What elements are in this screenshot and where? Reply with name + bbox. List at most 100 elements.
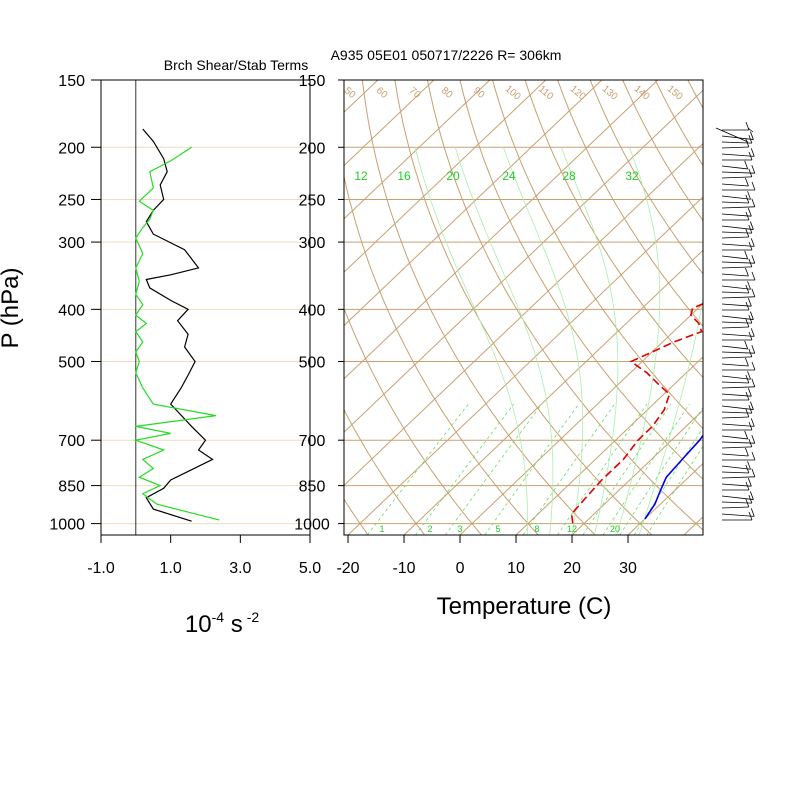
wind-barb (721, 498, 750, 509)
wind-barb (722, 361, 756, 371)
skewt-x-tick-label: 0 (456, 560, 465, 577)
moist-adiabat-label: 12 (354, 169, 368, 183)
isotherm (344, 80, 491, 220)
isotherm (0, 80, 266, 535)
mixing-ratio-line (444, 403, 543, 535)
left-y-tick-label: 850 (58, 479, 85, 496)
left-series-0 (142, 128, 214, 522)
dry-adiabat (344, 174, 539, 535)
wind-barb (721, 314, 753, 324)
wind-barb (721, 348, 753, 359)
x-label-exponent: -4 (212, 609, 225, 625)
dry-adiabat (687, 80, 703, 110)
wind-barb (721, 328, 755, 337)
wind-barb (721, 464, 750, 474)
wind-barb (721, 430, 749, 440)
moist-adiabat (616, 147, 661, 535)
dry-adiabat-label: 90 (471, 85, 487, 101)
wind-barb (722, 211, 750, 221)
dry-adiabat (459, 80, 703, 480)
wind-barb (721, 228, 750, 239)
wind-barb (721, 238, 755, 247)
dry-adiabat (344, 307, 482, 535)
x-label-unit-exponent: -2 (247, 609, 260, 625)
skewt-x-tick-label: 20 (563, 560, 581, 577)
wind-barb (721, 177, 749, 187)
wind-barb (721, 468, 756, 479)
dry-adiabats (197, 80, 800, 535)
skewt-y-ticks: 150 200 250 300 400 500 700 850 1000 (294, 73, 344, 534)
dry-adiabat-label: 140 (632, 84, 652, 103)
dry-adiabat (524, 80, 703, 379)
left-y-tick-label: 250 (58, 192, 85, 209)
dry-adiabat (753, 80, 800, 535)
skewt-frame (343, 79, 704, 536)
wind-barb (721, 491, 754, 500)
moist-adiabat (638, 147, 703, 535)
mixing-ratio-line (367, 403, 469, 535)
isotherm (459, 302, 703, 535)
left-panel-frame (100, 79, 311, 536)
left-y-tick-label: 1000 (49, 517, 85, 534)
dry-adiabat-label: 130 (600, 84, 620, 103)
mixing-ratio-label: 8 (534, 524, 539, 534)
left-panel: 150 200 250 300 400 500 700 850 1000 -1.0 1.0 3.0 5… (0, 57, 321, 638)
left-panel-title: Brch Shear/Stab Terms (164, 57, 308, 73)
mixing-ratio-line (582, 403, 672, 535)
dry-adiabat (344, 408, 426, 535)
dry-adiabat (622, 80, 703, 222)
wind-barb (721, 224, 753, 234)
mixing-ratio-line (602, 403, 690, 535)
wind-barb (721, 438, 753, 449)
dry-adiabat-label: 150 (665, 84, 685, 103)
wind-barb (721, 401, 754, 410)
isotherm (740, 80, 800, 535)
isotherm (627, 462, 703, 535)
mixing-ratio-line (484, 403, 580, 535)
wind-barb (721, 374, 750, 384)
wind-barb (721, 478, 752, 487)
moist-adiabat-label: 16 (397, 169, 411, 183)
wind-barb (721, 281, 751, 290)
left-x-tick-label: 3.0 (229, 560, 251, 577)
dry-adiabat (426, 80, 703, 531)
dry-adiabat-label: 120 (568, 84, 588, 103)
dry-adiabat (197, 80, 311, 535)
mixing-ratio-label: 5 (495, 524, 500, 534)
skewt-y-tick-label: 300 (299, 235, 326, 252)
wind-barb (721, 508, 755, 517)
wind-barb (721, 208, 752, 217)
dry-adiabat-label: 70 (407, 85, 423, 101)
wind-barb (721, 408, 750, 419)
mixing-ratio-label: 3 (457, 524, 462, 534)
dry-adiabat (720, 80, 800, 535)
moist-adiabat-label: 32 (625, 169, 639, 183)
dry-adiabat-label: 100 (503, 84, 523, 103)
wind-barb (721, 160, 749, 170)
dry-adiabat (394, 80, 653, 535)
left-panel-y-ticks: 150 200 250 300 400 500 700 850 1000 (49, 73, 101, 534)
wind-barb (721, 435, 756, 444)
isobars (344, 146, 703, 525)
dry-adiabat (492, 80, 703, 430)
isotherm (0, 80, 322, 535)
wind-barb (722, 121, 750, 131)
moist-adiabat (503, 147, 584, 535)
mixing-ratio-label: 1 (379, 524, 384, 534)
skewt-y-tick-label: 850 (299, 479, 326, 496)
wind-barb (715, 127, 754, 143)
wind-barb (722, 451, 756, 461)
wind-barb (721, 494, 753, 504)
isotherm (344, 80, 659, 380)
isotherm (403, 249, 703, 535)
isotherm (344, 142, 703, 487)
wind-barb (721, 461, 751, 470)
left-y-tick-label: 500 (58, 355, 85, 372)
moist-adiabat-label: 28 (562, 169, 576, 183)
wind-barb (721, 318, 750, 329)
moist-adiabat (414, 147, 528, 535)
wind-barb (721, 404, 753, 414)
wind-barb (721, 148, 755, 157)
